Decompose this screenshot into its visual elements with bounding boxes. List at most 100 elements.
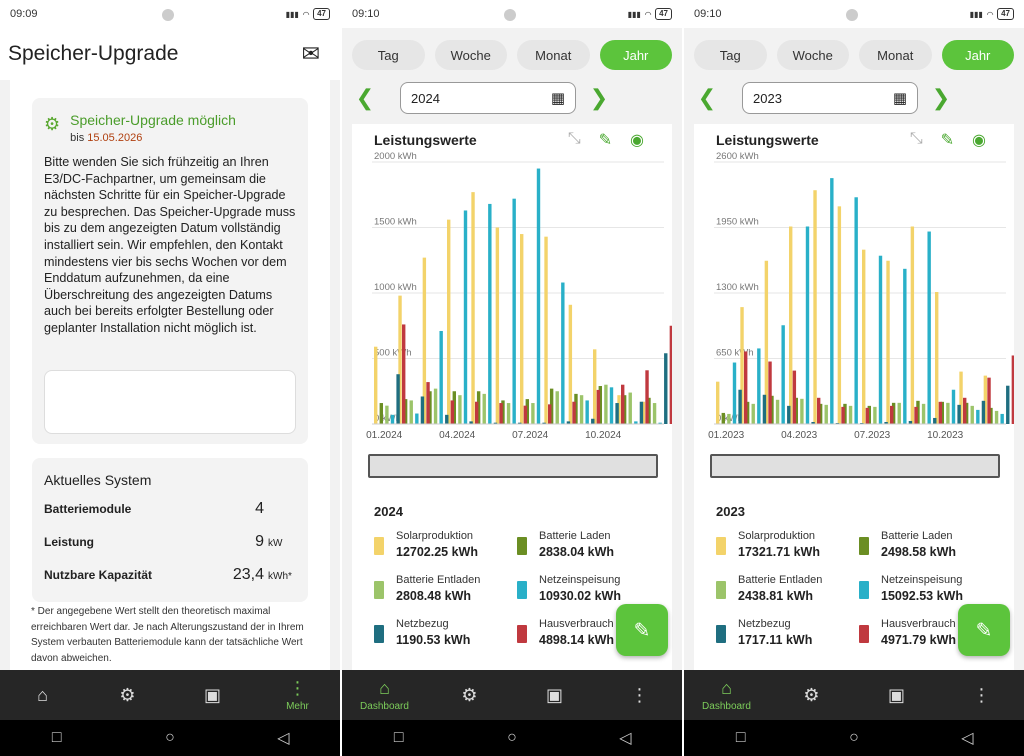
bar-batterie-entladen[interactable] xyxy=(506,403,511,424)
bar-netzeinspeisung[interactable] xyxy=(609,387,614,424)
bar-batterie-entladen[interactable] xyxy=(727,413,731,424)
chevron-right-icon[interactable]: ❯ xyxy=(589,85,609,110)
tab-month[interactable]: Monat xyxy=(859,40,932,70)
bar-batterie-entladen[interactable] xyxy=(409,400,413,424)
bar-netzeinspeisung[interactable] xyxy=(415,413,419,424)
bar-netzeinspeisung[interactable] xyxy=(951,389,956,424)
bar-batterie-entladen[interactable] xyxy=(531,403,535,424)
bar-netzeinspeisung[interactable] xyxy=(658,422,662,424)
bar-netzeinspeisung[interactable] xyxy=(585,400,589,424)
bar-hausverbrauch[interactable] xyxy=(572,401,576,424)
bar-solarproduktion[interactable] xyxy=(959,371,963,424)
bar-netzbezug[interactable] xyxy=(933,417,937,424)
bar-batterie-laden[interactable] xyxy=(622,395,627,424)
bar-batterie-laden[interactable] xyxy=(989,407,993,424)
bar-batterie-laden[interactable] xyxy=(549,388,554,424)
bar-solarproduktion[interactable] xyxy=(593,349,597,424)
bar-netzbezug[interactable] xyxy=(762,394,767,424)
bar-solarproduktion[interactable] xyxy=(471,192,475,424)
bar-batterie-entladen[interactable] xyxy=(848,405,853,424)
bar-netzeinspeisung[interactable] xyxy=(463,210,468,424)
bar-solarproduktion[interactable] xyxy=(837,206,842,424)
bar-batterie-laden[interactable] xyxy=(598,386,602,424)
bar-batterie-laden[interactable] xyxy=(501,400,505,424)
nav-settings-icon[interactable]: ⚙ xyxy=(119,684,136,705)
bar-netzeinspeisung[interactable] xyxy=(757,348,761,424)
bar-hausverbrauch[interactable] xyxy=(744,351,748,424)
bar-solarproduktion[interactable] xyxy=(935,291,939,424)
bar-solarproduktion[interactable] xyxy=(617,395,621,424)
bar-solarproduktion[interactable] xyxy=(641,401,646,424)
bar-hausverbrauch[interactable] xyxy=(596,389,601,424)
bar-netzeinspeisung[interactable] xyxy=(903,268,907,424)
bar-batterie-entladen[interactable] xyxy=(873,406,877,424)
bar-netzeinspeisung[interactable] xyxy=(854,197,858,424)
tab-week[interactable]: Woche xyxy=(434,40,507,70)
eye-icon[interactable]: ◉ xyxy=(630,132,644,149)
bar-netzbezug[interactable] xyxy=(469,421,473,424)
edit-icon[interactable]: ✎ xyxy=(940,132,955,149)
bar-netzeinspeisung[interactable] xyxy=(805,226,810,424)
bar-batterie-entladen[interactable] xyxy=(555,391,559,424)
year-field[interactable]: 2023 ▦ xyxy=(742,82,918,114)
bar-hausverbrauch[interactable] xyxy=(669,325,672,424)
tab-week[interactable]: Woche xyxy=(776,40,849,70)
bar-batterie-entladen[interactable] xyxy=(604,384,608,424)
bar-netzeinspeisung[interactable] xyxy=(1000,413,1004,424)
bar-netzeinspeisung[interactable] xyxy=(781,325,785,424)
bar-hausverbrauch[interactable] xyxy=(499,403,503,424)
bar-batterie-laden[interactable] xyxy=(867,405,871,424)
back-icon[interactable]: ◁ xyxy=(961,730,974,747)
bar-netzbezug[interactable] xyxy=(811,421,815,424)
bar-netzeinspeisung[interactable] xyxy=(439,330,443,424)
bar-hausverbrauch[interactable] xyxy=(402,324,406,424)
bar-batterie-entladen[interactable] xyxy=(652,403,657,424)
bar-netzbezug[interactable] xyxy=(738,389,742,424)
chart-scrollbar[interactable] xyxy=(368,454,658,478)
bar-batterie-laden[interactable] xyxy=(647,397,651,424)
bar-netzbezug[interactable] xyxy=(542,422,546,424)
bar-batterie-entladen[interactable] xyxy=(946,402,950,424)
bar-batterie-laden[interactable] xyxy=(745,401,750,424)
bar-hausverbrauch[interactable] xyxy=(841,406,845,424)
bar-netzbezug[interactable] xyxy=(445,414,449,424)
bar-netzeinspeisung[interactable] xyxy=(927,231,931,424)
bar-batterie-laden[interactable] xyxy=(428,391,432,424)
nav-settings-icon[interactable]: ⚙ xyxy=(803,684,820,705)
bar-solarproduktion[interactable] xyxy=(374,346,378,424)
bar-hausverbrauch[interactable] xyxy=(963,397,967,424)
collapse-icon[interactable]: ⤡ xyxy=(909,130,923,147)
nav-dashboard-button[interactable]: ⌂ Dashboard xyxy=(692,670,762,720)
bar-solarproduktion[interactable] xyxy=(910,226,915,424)
bar-solarproduktion[interactable] xyxy=(789,226,793,424)
bar-batterie-laden[interactable] xyxy=(525,399,529,424)
nav-device-icon[interactable]: ▣ xyxy=(545,684,563,705)
bar-solarproduktion[interactable] xyxy=(520,234,524,424)
bar-solarproduktion[interactable] xyxy=(398,295,402,424)
bar-hausverbrauch[interactable] xyxy=(475,401,479,424)
bar-netzeinspeisung[interactable] xyxy=(976,409,980,424)
year-field[interactable]: 2024 ▦ xyxy=(400,82,576,114)
home-icon[interactable]: ○ xyxy=(849,729,859,746)
bar-solarproduktion[interactable] xyxy=(983,375,988,424)
bar-batterie-laden[interactable] xyxy=(843,403,847,424)
bar-netzbezug[interactable] xyxy=(591,418,595,424)
bar-batterie-laden[interactable] xyxy=(818,403,823,424)
bar-batterie-laden[interactable] xyxy=(574,393,578,424)
bar-netzeinspeisung[interactable] xyxy=(878,255,883,424)
nav-more-icon[interactable]: ⋮ xyxy=(972,684,991,705)
bar-hausverbrauch[interactable] xyxy=(768,361,772,424)
home-icon[interactable]: ○ xyxy=(507,729,517,746)
bar-batterie-laden[interactable] xyxy=(940,401,944,424)
edit-fab-button[interactable]: ✎ xyxy=(958,604,1010,656)
nav-settings-icon[interactable]: ⚙ xyxy=(461,684,478,705)
bar-netzeinspeisung[interactable] xyxy=(512,198,516,424)
bar-hausverbrauch[interactable] xyxy=(792,370,797,424)
edit-icon[interactable]: ✎ xyxy=(598,132,613,149)
bar-netzeinspeisung[interactable] xyxy=(390,414,395,424)
mail-icon[interactable]: ✉ xyxy=(301,41,320,66)
bar-hausverbrauch[interactable] xyxy=(987,377,991,424)
bar-batterie-entladen[interactable] xyxy=(458,395,462,424)
bar-solarproduktion[interactable] xyxy=(764,260,769,424)
bar-batterie-entladen[interactable] xyxy=(751,403,755,424)
